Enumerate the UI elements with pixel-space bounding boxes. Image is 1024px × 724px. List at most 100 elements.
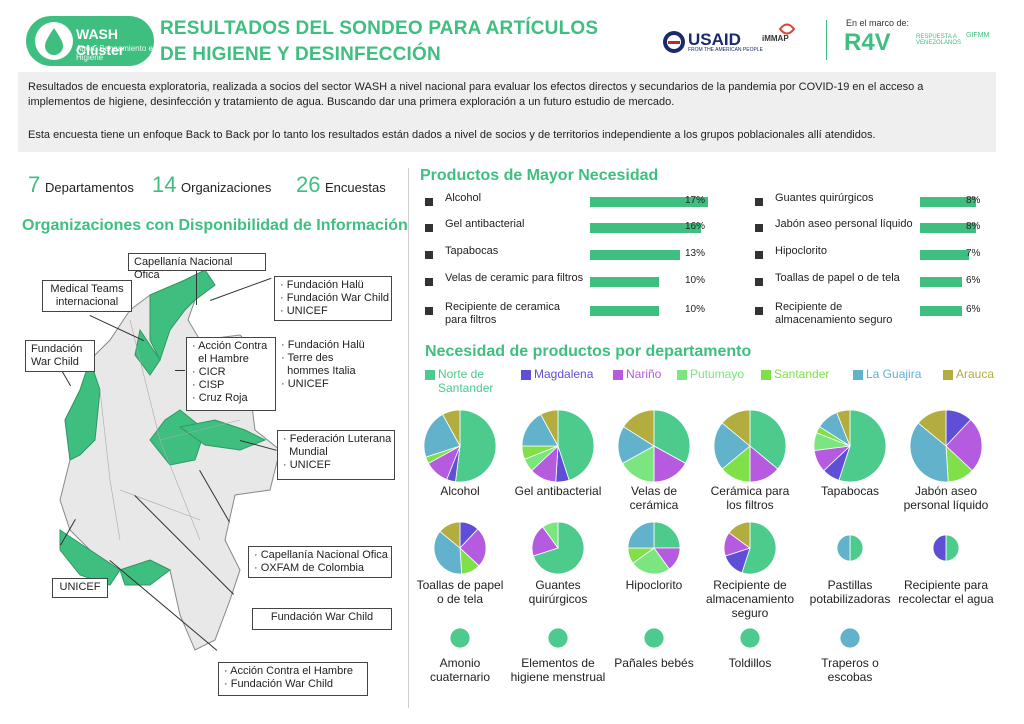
map-box-war-child: Fundación War Child (25, 340, 95, 372)
bar (590, 306, 659, 316)
bar-bullet (425, 307, 433, 315)
pie-label: Velas de cerámica (629, 484, 679, 512)
intro-paragraph-1: Resultados de encuesta exploratoria, rea… (28, 81, 924, 108)
pie-label: Gel antibacterial (514, 484, 602, 498)
column-divider (408, 168, 409, 708)
pie-slice (728, 521, 751, 549)
pie-slice (945, 419, 983, 472)
usaid-logo: USAID (688, 30, 741, 49)
pie-slice (909, 422, 949, 483)
pie-slice (839, 627, 861, 649)
stat-encuestas-number: 26 (296, 172, 321, 197)
bar (920, 197, 976, 207)
pie-chart (627, 521, 681, 575)
pie-slice (547, 627, 569, 649)
pie-slice (557, 409, 595, 481)
immap-arrow-icon (778, 23, 796, 35)
pie-slice (532, 521, 585, 575)
bar-bullet (425, 224, 433, 232)
pie-label: Recipiente de almacenamiento seguro (705, 578, 795, 620)
map-box-luterana: · Federación Luterana Mundial · UNICEF (277, 430, 395, 480)
intro-box: Resultados de encuesta exploratoria, rea… (18, 72, 996, 152)
legend-swatch (521, 370, 531, 380)
bar (920, 306, 962, 316)
pie-label: Toldillos (728, 656, 772, 670)
pie-label: Tapabocas (820, 484, 880, 498)
legend-label: Nariño (626, 367, 662, 381)
pie-chart (932, 534, 960, 562)
pie-slice (627, 521, 655, 549)
pie-label: Recipiente para recolectar el agua (898, 578, 994, 606)
bar-bullet (755, 251, 763, 259)
bar-value-label: 10% (685, 304, 706, 315)
pie-slice (739, 627, 761, 649)
pie-chart (723, 521, 777, 575)
pie-slice (836, 534, 851, 562)
pie-label: Cerámica para los filtros (710, 484, 790, 512)
header: WASH Clúster Agua, Saneamiento e Higiene… (0, 0, 1024, 75)
pie-slice (632, 547, 670, 575)
pie-chart (643, 627, 665, 649)
bar-category-label: Guantes quirúrgicos (775, 192, 874, 204)
stats-row: 7 Departamentos 14 Organizaciones 26 Enc… (28, 172, 408, 200)
pie-chart (839, 627, 861, 649)
pie-chart (433, 521, 487, 575)
stat-departamentos-number: 7 (28, 172, 41, 197)
pie-label: Pañales bebés (614, 656, 694, 670)
legend-swatch (943, 370, 953, 380)
bar-bullet (755, 224, 763, 232)
bar-chart: Alcohol 17% Gel antibacterial 16% Tapabocas 1… (420, 190, 1010, 330)
pie-label: Amonio cuaternario (429, 656, 491, 684)
legend-label: Norte de Santander (438, 367, 494, 395)
legend-swatch (613, 370, 623, 380)
pie-slice (455, 409, 497, 483)
bar-value-label: 8% (966, 221, 981, 232)
bar-bullet (425, 251, 433, 259)
bar-category-label: Velas de ceramic para filtros (445, 272, 584, 284)
legend-swatch (425, 370, 435, 380)
bar-category-label: Gel antibacterial (445, 218, 525, 230)
legend-swatch (677, 370, 687, 380)
bar-value-label: 6% (966, 304, 981, 315)
bar-value-label: 6% (966, 275, 981, 286)
map-box-medical-teams: Medical Teams internacional (42, 280, 132, 312)
pie-slice (542, 521, 559, 550)
pie-label: Elementos de higiene menstrual (510, 656, 606, 684)
pie-slice (623, 409, 655, 447)
bar (920, 250, 969, 260)
map-box-capellania: Capellanía Nacional Ofica (128, 253, 266, 281)
bar-bullet (425, 198, 433, 206)
pie-label: Hipoclorito (625, 578, 683, 592)
bar-value-label: 8% (966, 195, 981, 206)
bar-category-label: Alcohol (445, 192, 482, 204)
legend-label: Putumayo (690, 367, 745, 381)
bar-category-label: Tapabocas (445, 245, 499, 257)
pie-legend: Norte de Santander Magdalena Nariño Putumay… (425, 366, 1015, 398)
pie-chart (713, 409, 787, 483)
pie-chart (547, 627, 569, 649)
pie-chart (521, 409, 595, 483)
legend-swatch (853, 370, 863, 380)
page-title-line2: DE HIGIENE Y DESINFECCIÓN (160, 44, 441, 65)
bar-value-label: 13% (685, 248, 706, 259)
pie-slice (439, 521, 461, 549)
wash-cluster-logo: WASH Clúster Agua, Saneamiento e Higiene (26, 16, 154, 66)
pie-label: Alcohol (440, 484, 480, 498)
pie-grid: Alcohol Gel antibacterial Velas de cerámic… (410, 398, 1024, 718)
header-divider (826, 20, 827, 60)
legend-swatch (761, 370, 771, 380)
bar-bullet (755, 198, 763, 206)
bar-bullet (755, 307, 763, 315)
pie-chart (909, 409, 983, 483)
bar-bullet (425, 278, 433, 286)
stat-organizaciones-label: Organizaciones (181, 180, 272, 195)
stat-organizaciones-number: 14 (152, 172, 177, 197)
pie-slice (442, 409, 461, 447)
pie-slice (945, 534, 960, 562)
bar-category-label: Recipiente de ceramica para filtros (445, 301, 560, 326)
bar (590, 223, 701, 233)
map-box-terre-des-hommes: · Fundación Halü · Terre des hommes Ital… (276, 337, 372, 397)
map-box-war-child-south: Fundación War Child (252, 608, 392, 630)
bar-category-label: Recipiente de almacenamiento seguro (775, 301, 893, 326)
bar-chart-title: Productos de Mayor Necesidad (420, 167, 659, 184)
